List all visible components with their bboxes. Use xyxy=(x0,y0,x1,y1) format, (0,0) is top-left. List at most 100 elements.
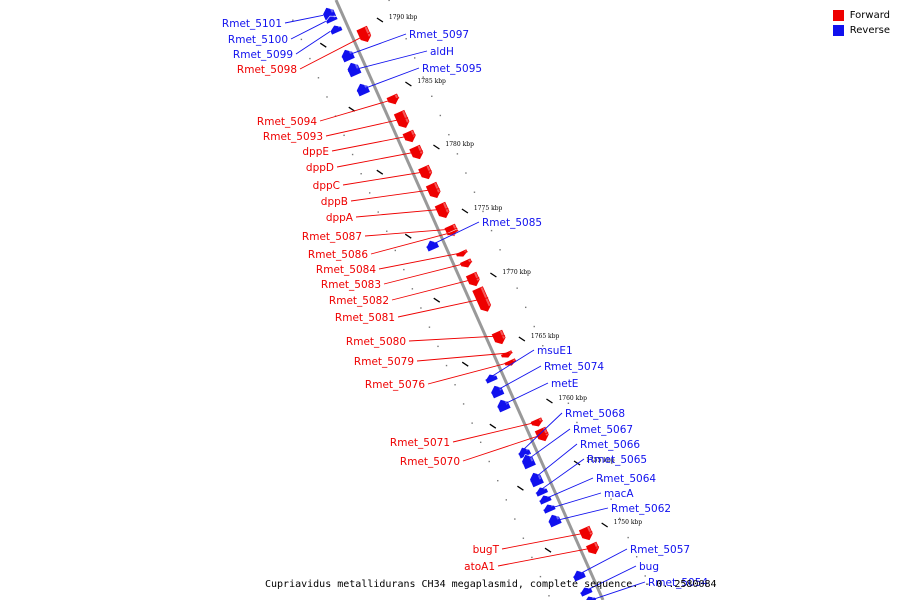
leader-rmet-5064 xyxy=(539,477,594,502)
scale-dot xyxy=(490,229,493,232)
gene-label-dppe[interactable]: dppE xyxy=(302,146,329,158)
gene-arrow-rmet-5067[interactable] xyxy=(521,454,537,471)
gene-label-rmet-5099[interactable]: Rmet_5099 xyxy=(233,49,293,61)
scale-tick-mark xyxy=(376,169,384,175)
scale-dot xyxy=(482,210,484,213)
gene-label-rmet-5101[interactable]: Rmet_5101 xyxy=(222,18,282,30)
gene-arrow-rmet-5099[interactable] xyxy=(329,24,344,36)
gene-arrow-rmet-5097[interactable] xyxy=(341,49,356,64)
scale-dot xyxy=(584,440,587,443)
gene-features xyxy=(322,6,600,600)
scale-tick-mark xyxy=(489,423,497,429)
gene-label-rmet-5057[interactable]: Rmet_5057 xyxy=(630,544,690,556)
scale-dot xyxy=(559,383,561,385)
gene-arrow-maca[interactable] xyxy=(543,503,557,515)
gene-label-rmet-5071[interactable]: Rmet_5071 xyxy=(390,437,450,449)
gene-label-dppa[interactable]: dppA xyxy=(326,212,354,224)
gene-label-rmet-5100[interactable]: Rmet_5100 xyxy=(228,34,288,46)
gene-label-rmet-5066[interactable]: Rmet_5066 xyxy=(580,439,640,451)
gene-arrow-highlight xyxy=(333,15,336,18)
scale-dot xyxy=(403,268,405,271)
gene-arrow-rmet-5066[interactable] xyxy=(529,472,545,489)
gene-label-rmet-5065[interactable]: Rmet_5065 xyxy=(587,454,647,466)
gene-label-rmet-5093[interactable]: Rmet_5093 xyxy=(263,131,323,143)
gene-label-dppb[interactable]: dppB xyxy=(321,196,348,208)
gene-arrow-rmet-5085[interactable] xyxy=(426,239,440,253)
gene-label-rmet-5087[interactable]: Rmet_5087 xyxy=(302,231,362,243)
gene-arrow-highlight xyxy=(364,26,371,37)
scale-dot xyxy=(456,153,459,155)
scale-dot xyxy=(497,479,499,482)
leader-rmet-5097 xyxy=(341,33,407,58)
gene-arrow-rmet-5095[interactable] xyxy=(356,83,371,98)
gene-arrow-rmet-5094[interactable] xyxy=(385,92,400,106)
gene-label-aldh[interactable]: aldH xyxy=(430,46,454,58)
gene-label-rmet-5097[interactable]: Rmet_5097 xyxy=(409,29,469,41)
scale-dot xyxy=(593,460,595,462)
leader-rmet-5085 xyxy=(426,221,480,248)
gene-label-rmet-5064[interactable]: Rmet_5064 xyxy=(596,473,656,485)
gene-arrow-msue1[interactable] xyxy=(485,373,499,385)
leader-dppe xyxy=(331,134,416,152)
gene-label-dppd[interactable]: dppD xyxy=(306,162,334,174)
scale-tick-mark xyxy=(601,522,609,528)
gene-arrow-rmet-5054[interactable] xyxy=(584,595,597,600)
gene-arrow-rmet-5074[interactable] xyxy=(490,385,506,400)
scale-dot xyxy=(343,134,345,137)
scale-tick-label: 1770 kbp xyxy=(502,269,531,276)
scale-dot xyxy=(454,384,456,386)
gene-label-rmet-5068[interactable]: Rmet_5068 xyxy=(565,408,625,420)
gene-label-rmet-5085[interactable]: Rmet_5085 xyxy=(482,217,542,229)
leader-rmet-5065 xyxy=(535,458,585,494)
gene-label-rmet-5082[interactable]: Rmet_5082 xyxy=(329,295,389,307)
gene-label-maca[interactable]: macA xyxy=(604,488,634,500)
gene-arrow-highlight xyxy=(337,24,341,28)
scale-dot xyxy=(531,556,533,559)
leader-rmet-5084 xyxy=(378,251,468,270)
gene-label-rmet-5070[interactable]: Rmet_5070 xyxy=(400,456,460,468)
gene-label-rmet-5086[interactable]: Rmet_5086 xyxy=(308,249,368,261)
gene-arrow-highlight xyxy=(417,145,423,154)
gene-label-rmet-5095[interactable]: Rmet_5095 xyxy=(422,63,482,75)
scale-dot xyxy=(431,95,433,98)
gene-label-bug[interactable]: bug xyxy=(639,561,659,573)
gene-arrow-rmet-5065[interactable] xyxy=(535,486,549,498)
gene-arrow-rmet-5068[interactable] xyxy=(518,446,532,460)
scale-dot xyxy=(420,307,422,309)
scale-dot xyxy=(505,499,507,501)
scale-dots xyxy=(292,0,646,597)
scale-tick-label: 1765 kbp xyxy=(531,333,560,340)
leader-rmet-5095 xyxy=(356,67,420,92)
gene-label-dppc[interactable]: dppC xyxy=(313,180,340,192)
gene-arrow-bug[interactable] xyxy=(579,586,594,598)
gene-label-atoa1[interactable]: atoA1 xyxy=(464,561,495,573)
gene-arrow-rmet-5070[interactable] xyxy=(534,425,550,442)
gene-arrow-rmet-5080[interactable] xyxy=(490,328,507,345)
scale-tick-mark xyxy=(433,297,441,303)
gene-arrow-rmet-5100[interactable] xyxy=(325,15,339,25)
gene-arrow-rmet-5057[interactable] xyxy=(572,569,587,583)
scale-dot xyxy=(479,441,482,444)
gene-label-bugt[interactable]: bugT xyxy=(473,544,500,556)
leader-atoa1 xyxy=(497,546,600,567)
gene-label-mete[interactable]: metE xyxy=(551,378,578,390)
gene-label-rmet-5094[interactable]: Rmet_5094 xyxy=(257,116,317,128)
gene-label-rmet-5074[interactable]: Rmet_5074 xyxy=(544,361,604,373)
gene-arrow-dppa[interactable] xyxy=(433,201,451,219)
gene-label-rmet-5083[interactable]: Rmet_5083 xyxy=(321,279,381,291)
scale-dot xyxy=(618,517,621,520)
gene-label-rmet-5054[interactable]: Rmet_5054 xyxy=(648,577,708,589)
gene-label-rmet-5062[interactable]: Rmet_5062 xyxy=(611,503,671,515)
gene-label-rmet-5079[interactable]: Rmet_5079 xyxy=(354,356,414,368)
gene-label-msue1[interactable]: msuE1 xyxy=(537,345,573,357)
leader-rmet-5071 xyxy=(452,420,544,443)
gene-label-rmet-5080[interactable]: Rmet_5080 xyxy=(346,336,406,348)
gene-label-rmet-5084[interactable]: Rmet_5084 xyxy=(316,264,376,276)
gene-label-rmet-5067[interactable]: Rmet_5067 xyxy=(573,424,633,436)
scale-dot xyxy=(437,345,439,348)
gene-label-rmet-5098[interactable]: Rmet_5098 xyxy=(237,64,297,76)
gene-arrow-highlight xyxy=(443,202,449,213)
scale-tick-label: 1760 kbp xyxy=(558,395,587,402)
gene-label-rmet-5076[interactable]: Rmet_5076 xyxy=(365,379,425,391)
gene-label-rmet-5081[interactable]: Rmet_5081 xyxy=(335,312,395,324)
